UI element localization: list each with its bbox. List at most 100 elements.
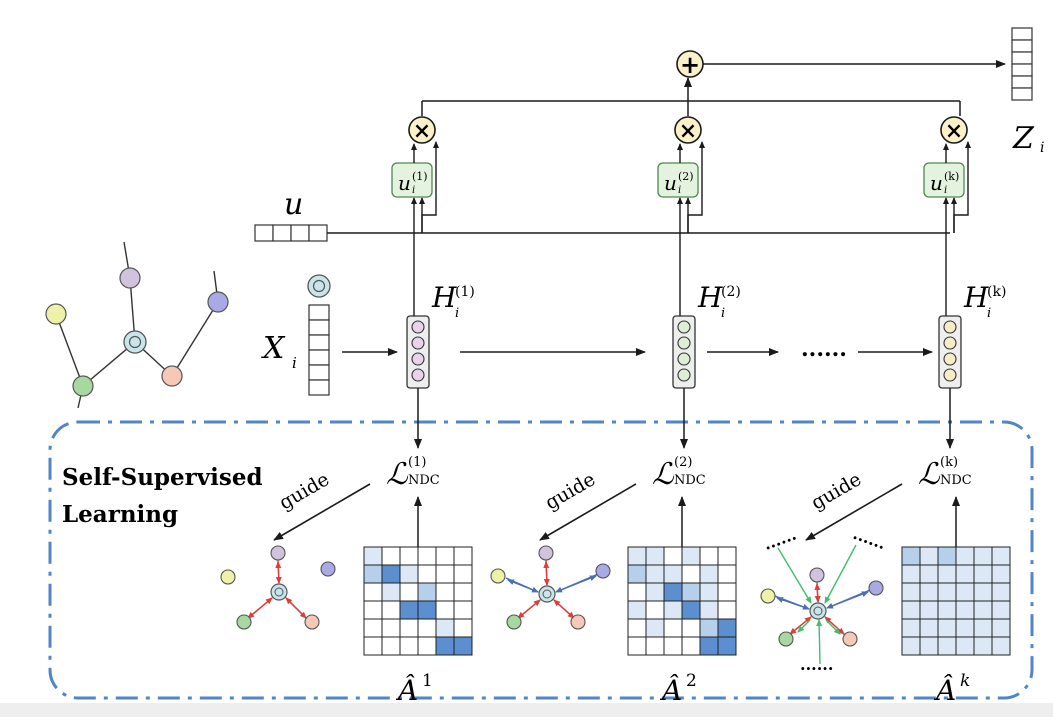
input-graph xyxy=(45,241,229,409)
graph-node-blue xyxy=(207,291,229,313)
matrix-cell xyxy=(717,546,737,566)
matrix-cell xyxy=(901,600,921,620)
matrix-cell xyxy=(937,582,957,602)
matrix-superscript: 1 xyxy=(422,671,433,691)
matrix-cell xyxy=(973,600,993,620)
matrix-superscript: k xyxy=(960,671,970,691)
matrix-cell xyxy=(417,600,437,620)
matrix-cell xyxy=(453,600,473,620)
matrix-cell xyxy=(991,636,1011,656)
ellipsis-dots-small: ...... xyxy=(800,655,833,674)
matrix-label: Â xyxy=(395,674,418,707)
h-subscript: i xyxy=(455,306,459,321)
ellipsis-dots: ...... xyxy=(801,336,847,362)
neighbor-arrow xyxy=(824,616,845,635)
matrix-cell xyxy=(627,564,647,584)
neighbor-node xyxy=(220,569,236,585)
matrix-cell xyxy=(991,600,1011,620)
matrix-cell xyxy=(955,618,975,638)
multiply-operator-symbol: × xyxy=(413,118,431,144)
neighbor-node xyxy=(270,545,286,561)
u-vector xyxy=(254,224,328,242)
matrix-cell xyxy=(627,600,647,620)
matrix-cell xyxy=(919,636,939,656)
u-vector-cell xyxy=(308,224,328,242)
neighbor-node xyxy=(570,614,586,630)
h-embedding-unit xyxy=(677,352,691,366)
h-label: H xyxy=(697,281,723,314)
matrix-cell xyxy=(399,636,419,656)
z-vector-cell xyxy=(1011,27,1033,41)
matrix-cell xyxy=(991,582,1011,602)
matrix-cell xyxy=(663,636,683,656)
matrix-cell xyxy=(973,636,993,656)
matrix-cell xyxy=(937,546,957,566)
matrix-cell xyxy=(973,618,993,638)
h-superscript: (1) xyxy=(455,284,475,300)
matrix-cell xyxy=(381,582,401,602)
loss-superscript: (k) xyxy=(940,455,958,470)
matrix-cell xyxy=(717,636,737,656)
matrix-cell xyxy=(955,582,975,602)
x-vector xyxy=(308,304,330,396)
matrix-cell xyxy=(901,564,921,584)
graph-node-center xyxy=(123,330,147,354)
matrix-cell xyxy=(435,618,455,638)
matrix-cell xyxy=(381,546,401,566)
matrix-cell xyxy=(435,546,455,566)
matrix-cell xyxy=(901,636,921,656)
neighbor-arrow xyxy=(814,583,821,603)
matrix-cell xyxy=(955,600,975,620)
loss-symbol: ℒ xyxy=(918,457,941,492)
h-embedding-unit xyxy=(943,336,957,350)
u-vector-cell xyxy=(272,224,292,242)
propagation-arrows: ...... xyxy=(460,336,933,362)
z-vector-cell xyxy=(1011,63,1033,77)
matrix-cell xyxy=(417,546,437,566)
matrix-cell xyxy=(937,636,957,656)
matrix-cell xyxy=(363,564,383,584)
matrix-cell xyxy=(645,546,665,566)
matrix-cell xyxy=(699,600,719,620)
matrix-cell xyxy=(717,582,737,602)
neighbor-arrow xyxy=(275,561,282,584)
matrix-cell xyxy=(973,546,993,566)
matrix-cell xyxy=(453,636,473,656)
loss-subscript: NDC xyxy=(408,473,440,488)
matrix-cell xyxy=(681,636,701,656)
matrix-cell xyxy=(363,618,383,638)
adjacency-matrix xyxy=(901,546,1011,656)
neighbor-node xyxy=(760,588,776,604)
matrix-cell xyxy=(453,582,473,602)
neighbor-node xyxy=(842,631,858,647)
h-embedding-unit xyxy=(677,336,691,350)
matrix-cell xyxy=(955,564,975,584)
matrix-cell xyxy=(919,564,939,584)
matrix-cell xyxy=(681,582,701,602)
ssl-label-line2: Learning xyxy=(62,501,178,528)
self-supervised-box xyxy=(48,420,1034,700)
matrix-cell xyxy=(663,564,683,584)
neighbor-node xyxy=(778,631,794,647)
ellipsis-dots-small: ...... xyxy=(761,524,799,553)
matrix-cell xyxy=(663,546,683,566)
ellipsis-dots-small: ...... xyxy=(851,524,889,553)
matrix-cell xyxy=(399,564,419,584)
guide-arrow xyxy=(805,483,903,541)
matrix-cell xyxy=(991,618,1011,638)
matrix-cell xyxy=(381,564,401,584)
neighbor-node xyxy=(490,568,506,584)
loss-superscript: (2) xyxy=(674,455,692,470)
graph-node-purple xyxy=(119,267,141,289)
h-subscript: i xyxy=(987,306,991,321)
h-embedding-unit xyxy=(677,368,691,382)
matrix-cell xyxy=(627,546,647,566)
matrix-cell xyxy=(681,564,701,584)
z-label: Z xyxy=(1012,121,1035,156)
z-subscript: i xyxy=(1040,140,1044,156)
matrix-cell xyxy=(973,564,993,584)
matrix-cell xyxy=(937,600,957,620)
